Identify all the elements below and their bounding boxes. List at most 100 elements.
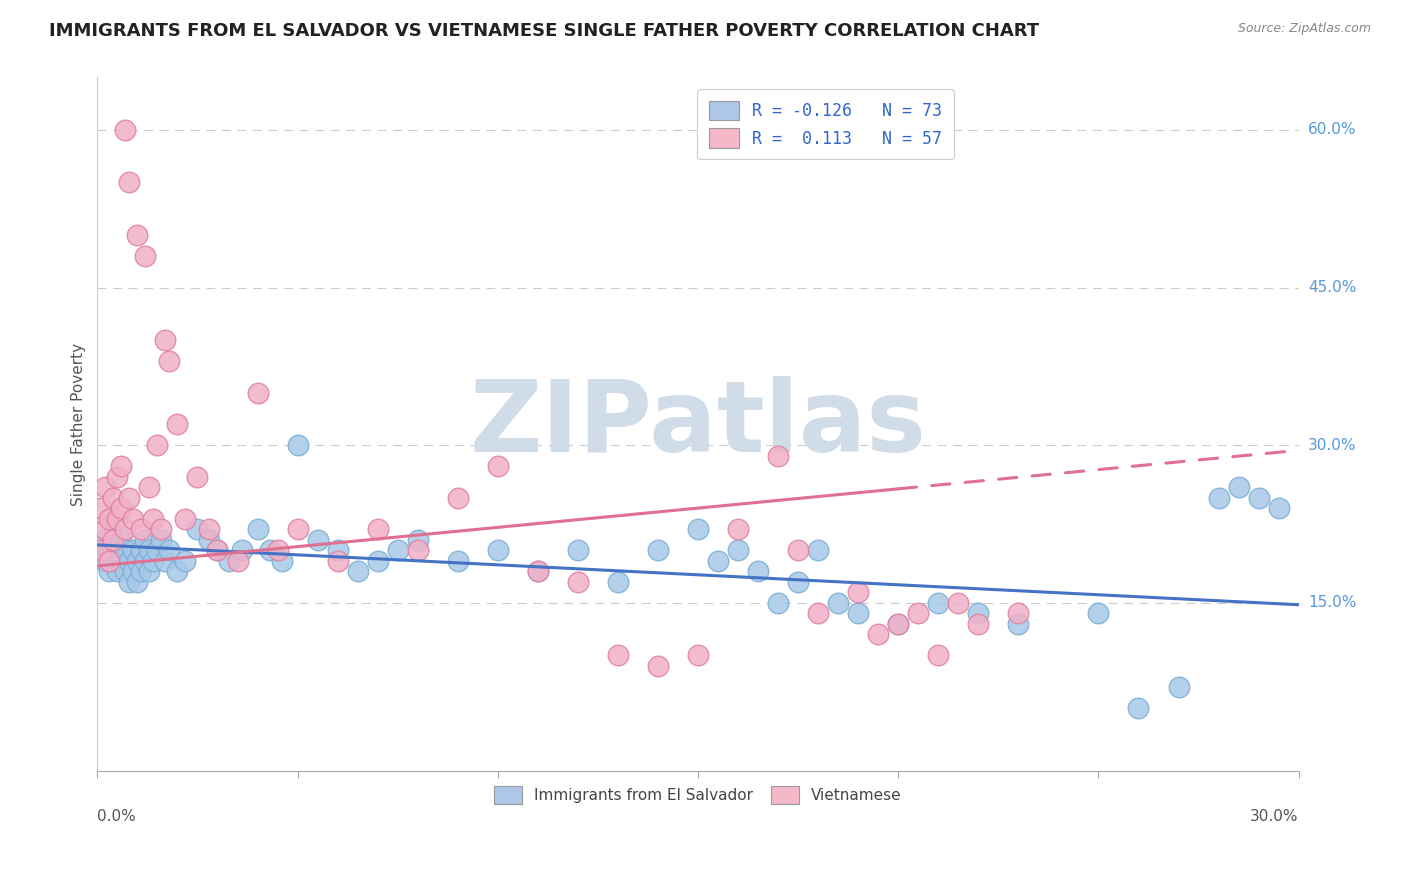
Text: 15.0%: 15.0% [1308,595,1357,610]
Point [367,554,389,568]
Point [94,533,117,547]
Point [90,501,112,516]
Point [787,574,810,589]
Point [134,533,156,547]
Point [606,574,628,589]
Point [807,606,830,620]
Text: Source: ZipAtlas.com: Source: ZipAtlas.com [1237,22,1371,36]
Point [406,543,429,558]
Point [486,459,509,474]
Point [105,469,128,483]
Point [567,543,589,558]
Point [118,574,141,589]
Point [527,564,550,578]
Point [122,564,145,578]
Point [94,480,117,494]
Point [827,596,849,610]
Point [270,554,292,568]
Point [387,543,409,558]
Legend: Immigrants from El Salvador, Vietnamese: Immigrants from El Salvador, Vietnamese [486,779,910,812]
Text: 60.0%: 60.0% [1308,122,1357,137]
Point [231,543,253,558]
Point [1087,606,1109,620]
Point [1247,491,1270,505]
Point [134,249,156,263]
Point [105,564,128,578]
Point [198,522,221,536]
Point [174,511,197,525]
Point [447,554,470,568]
Point [103,491,125,505]
Point [122,543,145,558]
Point [686,648,709,662]
Point [1007,606,1029,620]
Y-axis label: Single Father Poverty: Single Father Poverty [72,343,86,506]
Point [846,606,869,620]
Point [150,522,173,536]
Point [346,564,368,578]
Point [367,522,389,536]
Point [159,543,181,558]
Point [114,123,136,137]
Point [287,522,309,536]
Point [907,606,929,620]
Point [647,543,669,558]
Point [94,522,117,536]
Point [155,333,177,347]
Point [114,522,136,536]
Point [447,491,470,505]
Point [150,533,173,547]
Point [114,564,136,578]
Point [174,554,197,568]
Point [766,596,789,610]
Point [90,543,112,558]
Text: ZIPatlas: ZIPatlas [470,376,927,473]
Point [155,554,177,568]
Point [326,543,349,558]
Point [98,543,121,558]
Point [259,543,281,558]
Point [246,522,269,536]
Point [138,564,160,578]
Point [142,554,165,568]
Point [927,648,949,662]
Point [1167,680,1189,694]
Point [887,616,910,631]
Point [846,585,869,599]
Point [266,543,288,558]
Point [246,385,269,400]
Point [146,438,169,452]
Point [118,176,141,190]
Point [1267,501,1289,516]
Point [131,564,153,578]
Point [98,554,121,568]
Point [110,501,132,516]
Point [207,543,229,558]
Point [127,574,149,589]
Point [105,543,128,558]
Point [131,543,153,558]
Point [606,648,628,662]
Point [146,543,169,558]
Point [134,554,156,568]
Point [686,522,709,536]
Point [103,554,125,568]
Point [127,554,149,568]
Point [887,616,910,631]
Point [103,533,125,547]
Point [198,533,221,547]
Point [127,227,149,242]
Point [131,522,153,536]
Point [1208,491,1230,505]
Point [118,554,141,568]
Point [166,564,188,578]
Text: 30.0%: 30.0% [1308,438,1357,452]
Point [90,543,112,558]
Point [1227,480,1250,494]
Point [138,543,160,558]
Point [868,627,890,641]
Point [647,658,669,673]
Point [110,459,132,474]
Point [1007,616,1029,631]
Point [527,564,550,578]
